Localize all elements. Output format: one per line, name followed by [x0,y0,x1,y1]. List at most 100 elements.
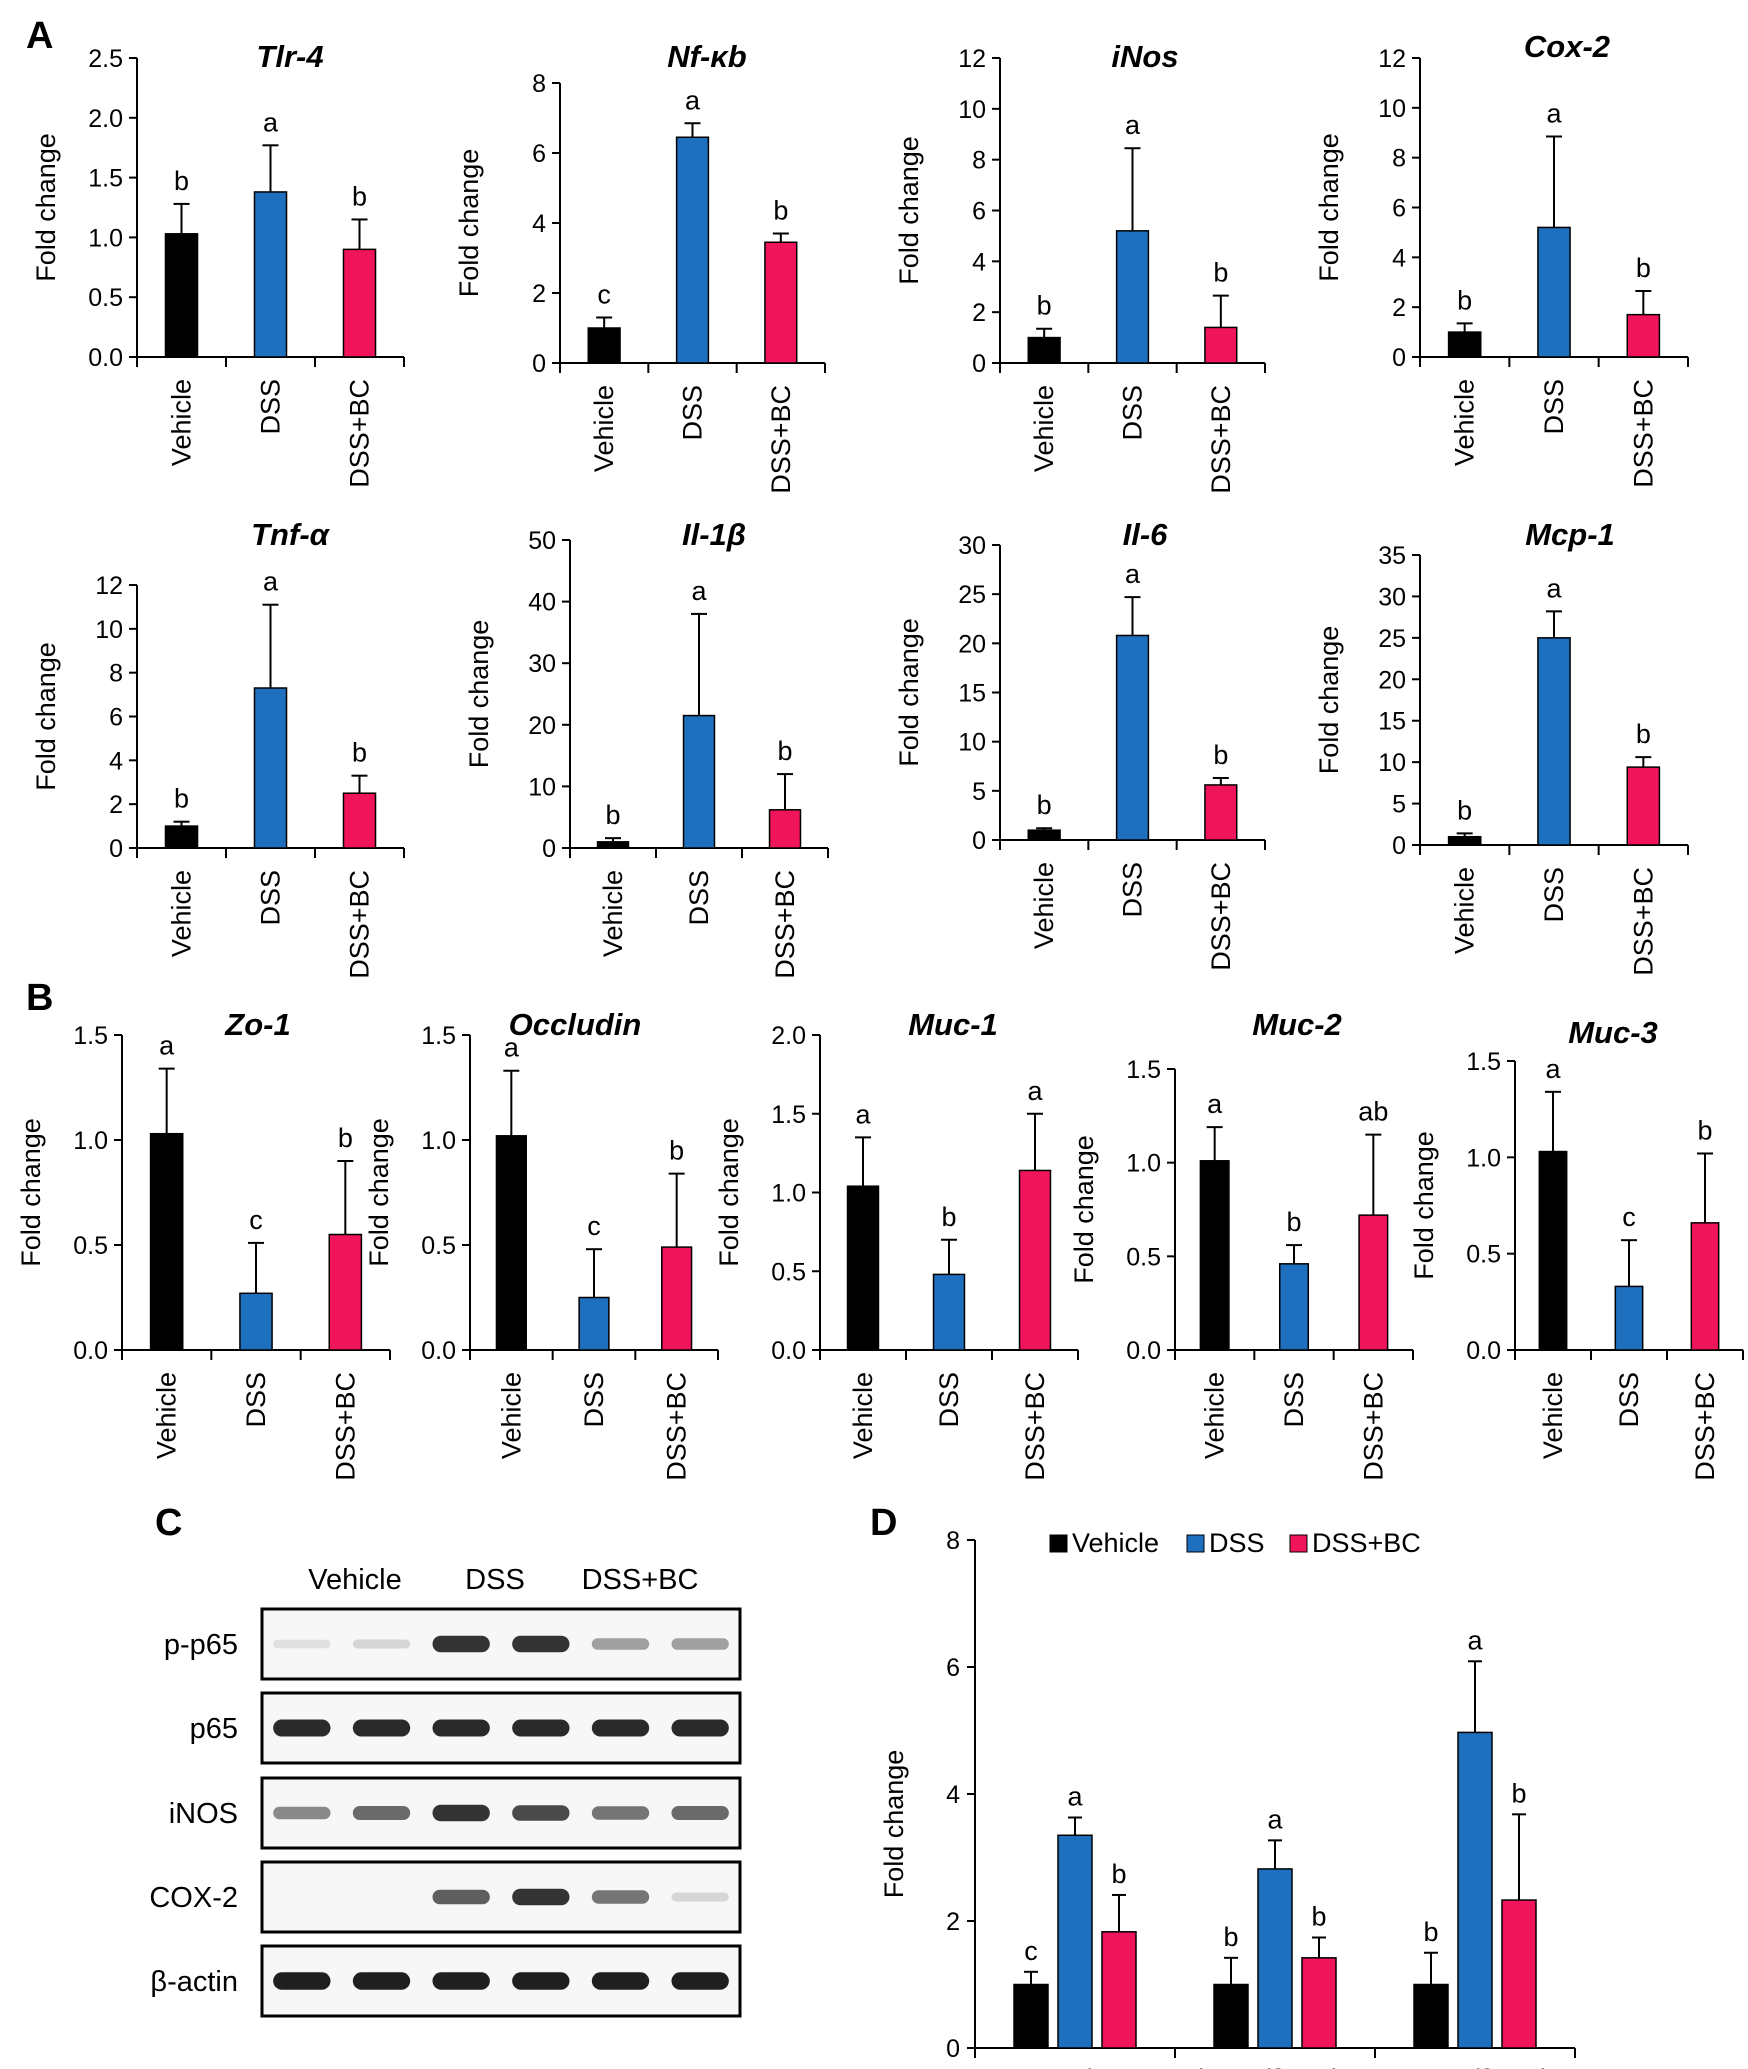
significance-letter: ab [1358,1097,1388,1127]
chart-1: 0 2 4 6 8 c Vehicle a DSS b DSS+BC Nf-κb Fold change [454,39,826,494]
category-label: Vehicle [848,1372,878,1459]
blot-band [352,1719,411,1737]
bar-dssbc [342,792,377,849]
bar-dssbc [1101,1931,1137,2049]
blot-row-label: COX-2 [149,1882,238,1914]
significance-letter: b [1213,258,1228,288]
lane-group-label: Vehicle [308,1564,402,1596]
y-tick-label: 50 [528,527,556,555]
significance-letter: b [1311,1902,1326,1932]
significance-letter: c [587,1211,601,1241]
y-tick-label: 4 [109,747,123,775]
blot-band [432,1804,490,1822]
y-axis-label: Fold change [894,618,924,767]
bar-dss [1115,230,1150,364]
bar-dssbc [1018,1169,1052,1351]
significance-letter: a [1545,1054,1561,1084]
y-tick-label: 8 [532,70,546,98]
bar-vehicle [1538,1150,1568,1351]
bar-dssbc [661,1246,693,1351]
y-tick-label: 2 [946,1908,960,1936]
bar-dss [1614,1285,1644,1351]
blot-band [512,1888,570,1906]
category-label: DSS [934,1372,964,1428]
chart-9: 0.0 0.5 1.0 1.5 a Vehicle c DSS b DSS+BC Occludin F… [364,1007,719,1481]
y-axis-label: Fold change [31,642,61,791]
bar-dss [1537,226,1571,358]
category-label: p-p65/p65 [1014,2064,1136,2069]
y-tick-label: 0 [946,2035,960,2063]
chart-title: Muc-1 [908,1007,998,1042]
bar-vehicle [596,841,630,849]
y-tick-label: 12 [95,572,123,600]
blot-row-label: iNOS [169,1798,238,1830]
bar-dssbc [1626,313,1661,358]
blot-band [591,1972,650,1990]
y-tick-label: 0.5 [771,1258,806,1286]
chart-6: 0 5 10 15 20 25 30 b Vehicle a DSS b DSS+BC Il-6 Fold … [894,517,1266,971]
bar-vehicle [1027,336,1061,364]
bar-dss [253,191,288,358]
y-tick-label: 1.0 [73,1127,108,1155]
y-axis-label: Fold change [364,1118,394,1267]
panel-letter-b: B [26,977,53,1019]
y-tick-label: 6 [532,140,546,168]
y-axis-label: Fold change [1314,626,1344,775]
y-tick-label: 2.0 [771,1022,806,1050]
y-axis-label: Fold change [454,149,484,298]
category-label: Vehicle [1450,379,1480,466]
y-tick-label: 12 [1378,45,1406,73]
bar-vehicle [1213,1983,1249,2049]
y-axis-label: Fold change [1409,1131,1439,1280]
y-tick-label: 2.0 [88,105,123,133]
y-axis-label: Fold change [31,133,61,282]
y-tick-label: 0 [972,827,986,855]
blot-band [352,1639,411,1649]
bar-dss [1537,637,1571,846]
significance-letter: b [941,1202,956,1232]
significance-letter: b [773,196,788,226]
y-tick-label: 30 [958,532,986,560]
chart-title: Muc-3 [1568,1015,1658,1050]
category-label: DSS [256,379,286,435]
lane-group-label: DSS [465,1564,525,1596]
category-label: DSS+BC [770,870,800,979]
significance-letter: b [338,1123,353,1153]
y-tick-label: 4 [946,1781,960,1809]
y-tick-label: 0.0 [771,1337,806,1365]
y-tick-label: 20 [1378,666,1406,694]
legend-label: Vehicle [1072,1528,1159,1558]
significance-letter: b [1457,795,1472,825]
bar-vehicle [1013,1983,1049,2049]
y-tick-label: 15 [1378,708,1406,736]
category-label: Vehicle [496,1372,526,1459]
category-label: DSS+BC [345,870,375,979]
category-label: Vehicle [598,870,628,957]
blot-band [432,1972,490,1990]
blot-band [352,1972,411,1990]
significance-letter: a [1207,1089,1223,1119]
category-label: DSS+BC [1628,379,1658,488]
y-tick-label: 0.5 [1126,1243,1161,1271]
y-tick-label: 0.0 [1466,1337,1501,1365]
bar-vehicle [1447,835,1482,846]
legend-swatch [1289,1534,1308,1553]
category-label: Vehicle [1029,385,1059,472]
y-tick-label: 5 [1392,791,1406,819]
y-axis-label: Fold change [894,136,924,285]
y-tick-label: 40 [528,589,556,617]
bar-vehicle [1447,331,1482,358]
legend-label: DSS [1209,1528,1265,1558]
category-label: Vehicle [1538,1372,1568,1459]
bar-dss [675,136,710,364]
category-label: Vehicle [1200,1372,1230,1459]
y-axis-label: Fold change [1069,1135,1099,1284]
blot-band [432,1635,490,1653]
significance-letter: a [1546,573,1562,603]
y-axis-label: Fold change [464,620,494,769]
category-label: DSS+BC [345,379,375,488]
chart-3: 0 2 4 6 8 10 12 b Vehicle a DSS b DSS+BC Cox-2 Fold ch… [1314,29,1689,488]
significance-letter: b [605,800,620,830]
blot-band [591,1719,650,1737]
